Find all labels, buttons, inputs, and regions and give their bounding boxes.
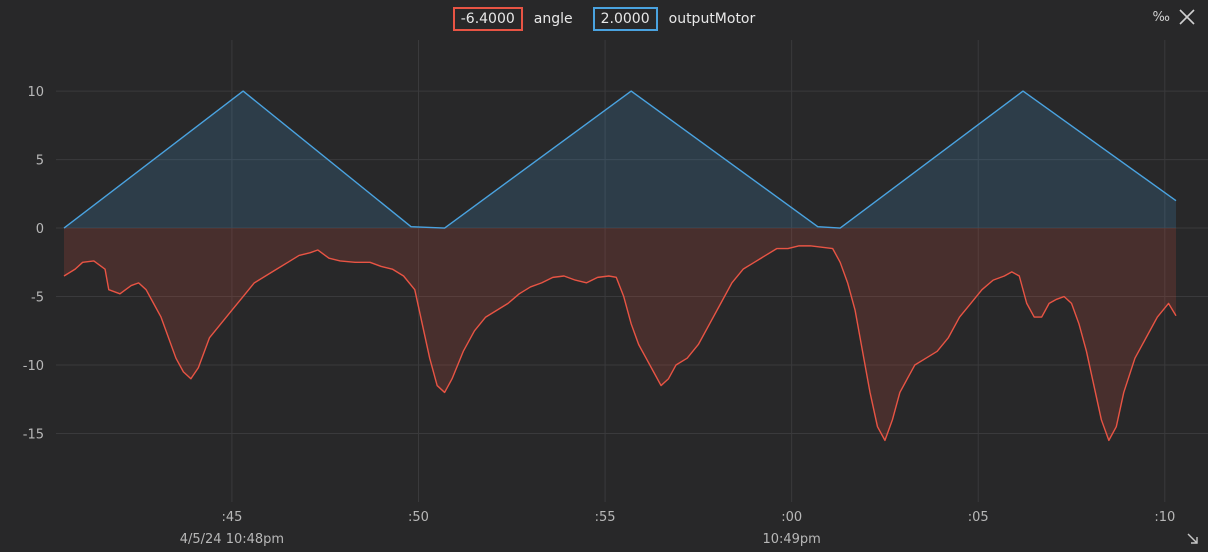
permille-toggle-button[interactable]: ‰ <box>1152 9 1170 25</box>
x-tick-label: :45 <box>221 510 242 525</box>
output-motor-series-name: outputMotor <box>668 11 756 27</box>
y-tick-label: -10 <box>23 359 44 374</box>
y-tick-label: -15 <box>23 428 44 443</box>
series-area-outputmotor <box>64 91 1176 229</box>
legend-item-angle[interactable]: -6.4000 angle <box>452 7 573 31</box>
resize-handle-icon[interactable] <box>1186 532 1200 546</box>
legend-item-output-motor[interactable]: 2.0000 outputMotor <box>592 7 756 31</box>
x-axis: :45 4/5/24 10:48pm :50 :55 :00 10:49pm :05 :10 <box>180 510 1176 547</box>
x-tick-date-label: 10:49pm <box>762 532 820 547</box>
chart-legend: -6.4000 angle 2.0000 outputMotor <box>0 7 1208 31</box>
x-tick-label: :10 <box>1154 510 1175 525</box>
x-tick-label: :00 <box>781 510 802 525</box>
angle-series-name: angle <box>533 11 573 27</box>
series-line-angle[interactable] <box>63 245 1177 442</box>
y-tick-label: 10 <box>27 85 44 100</box>
angle-value-box: -6.4000 <box>452 7 523 31</box>
x-tick-label: :50 <box>408 510 429 525</box>
series-area-angle <box>64 228 1176 441</box>
y-axis: 10 5 0 -5 -10 -15 <box>23 85 44 442</box>
output-motor-value-box: 2.0000 <box>592 7 658 31</box>
y-tick-label: -5 <box>31 291 44 306</box>
x-tick-label: :55 <box>595 510 616 525</box>
x-tick-label: :05 <box>968 510 989 525</box>
series-line-outputmotor[interactable] <box>63 90 1177 229</box>
y-tick-label: 0 <box>36 222 44 237</box>
x-tick-date-label: 4/5/24 10:48pm <box>180 532 284 547</box>
series-areas <box>64 91 1176 441</box>
close-icon[interactable] <box>1178 8 1196 26</box>
chart-controls: ‰ <box>1153 8 1196 26</box>
series-lines <box>63 90 1177 442</box>
y-tick-label: 5 <box>36 154 44 169</box>
